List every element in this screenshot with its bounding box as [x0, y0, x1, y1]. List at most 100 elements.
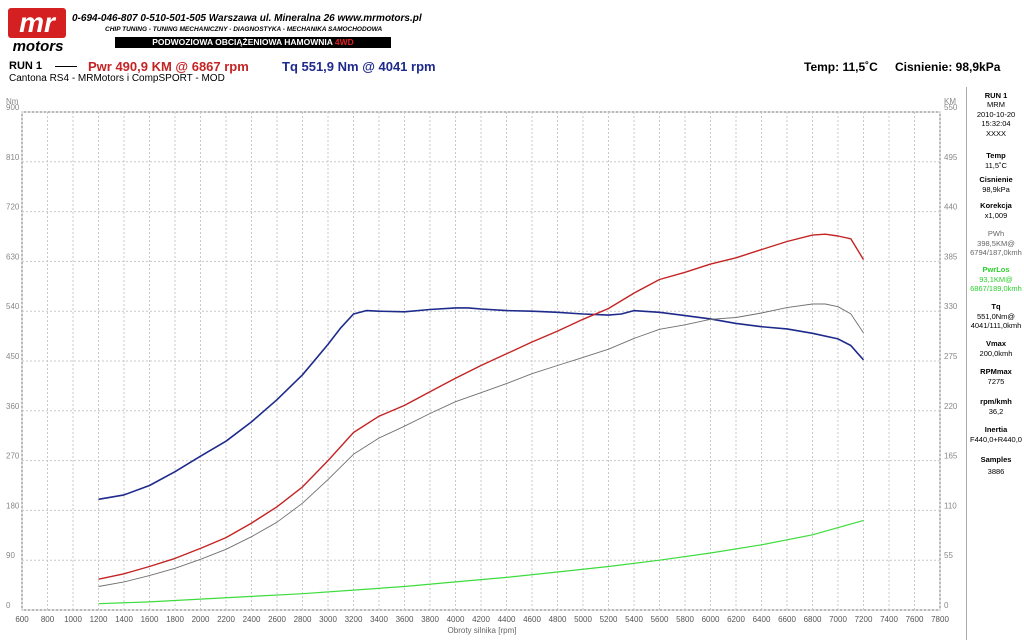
x-tick-label: 3600: [396, 615, 414, 624]
x-tick-label: 7200: [855, 615, 873, 624]
x-tick-label: 4200: [472, 615, 490, 624]
y-tick-label-left: 630: [6, 252, 20, 261]
side-samples-label: Samples: [980, 455, 1012, 464]
side-tq-value1: 551,0Nm@: [976, 312, 1016, 321]
grid: [21, 111, 941, 611]
y-tick-label-left: 810: [6, 153, 20, 162]
side-run: RUN 1: [984, 91, 1008, 100]
logo: mr motors: [8, 8, 68, 56]
side-rpmkmh-value: 36,2: [988, 407, 1004, 416]
side-press-label: Cisnienie: [979, 175, 1013, 184]
x-tick-label: 7800: [931, 615, 949, 624]
x-tick-label: 4000: [447, 615, 465, 624]
x-tick-label: 1000: [64, 615, 82, 624]
side-code: XXXX: [985, 129, 1006, 138]
x-tick-label: 6800: [804, 615, 822, 624]
power-peak-label: Pwr 490,9 KM @ 6867 rpm: [88, 59, 249, 74]
x-tick-label: 3000: [319, 615, 337, 624]
side-rpmmax-label: RPMmax: [980, 367, 1012, 376]
legend-line: [55, 66, 77, 67]
logo-motors: motors: [12, 38, 64, 55]
x-tick-label: 6400: [753, 615, 771, 624]
y-tick-label-left: 0: [6, 601, 11, 610]
x-tick-label: 1200: [90, 615, 108, 624]
x-tick-label: 2200: [217, 615, 235, 624]
y-tick-label-right: 0: [944, 601, 949, 610]
x-tick-label: 3400: [370, 615, 388, 624]
torque-peak-label: Tq 551,9 Nm @ 4041 rpm: [282, 59, 436, 74]
series: [98, 233, 865, 605]
y-tick-label-right: 55: [944, 551, 953, 560]
y-tick-label-left: 270: [6, 452, 20, 461]
side-vmax-value: 200,0kmh: [979, 349, 1013, 358]
y-tick-label-right: 275: [944, 352, 958, 361]
side-inertia-label: Inertia: [984, 425, 1008, 434]
side-vmax-label: Vmax: [985, 339, 1006, 348]
y-tick-label-left: 900: [6, 103, 20, 112]
y-tick-label-left: 360: [6, 402, 20, 411]
x-tick-label: 1400: [115, 615, 133, 624]
side-date: 2010-10-20: [976, 110, 1016, 119]
logo-mr: mr: [8, 8, 66, 38]
power-curve: [98, 233, 865, 580]
temperature-label: Temp: 11,5˚C: [804, 60, 878, 74]
contact-info: 0-694-046-807 0-510-501-505 Warszawa ul.…: [72, 13, 422, 24]
side-pwh-label: PWh: [987, 229, 1005, 238]
y-tick-label-right: 550: [944, 103, 958, 112]
x-tick-label: 3800: [421, 615, 439, 624]
y-tick-label-right: 440: [944, 203, 958, 212]
x-tick-label: 1800: [166, 615, 184, 624]
side-pwrlos-value2: 6867/189,0kmh: [970, 284, 1022, 293]
dyno-awd: 4WD: [334, 37, 354, 47]
side-pwh-value2: 6794/187,0kmh: [970, 248, 1022, 257]
x-tick-label: 600: [15, 615, 29, 624]
services-line: CHIP TUNING - TUNING MECHANICZNY - DIAGN…: [105, 26, 383, 33]
side-tq-value2: 4041/111,0kmh: [970, 321, 1022, 330]
side-samples-value: 3886: [987, 467, 1005, 476]
x-tick-label: 4400: [498, 615, 516, 624]
x-tick-label: 7400: [880, 615, 898, 624]
x-tick-label: 5400: [625, 615, 643, 624]
side-corr-label: Korekcja: [980, 201, 1012, 210]
y-tick-label-right: 220: [944, 402, 958, 411]
loss-power-curve: [98, 519, 864, 605]
y-tick-label-right: 165: [944, 452, 958, 461]
side-rpmkmh-label: rpm/kmh: [980, 397, 1012, 406]
x-tick-label: 7600: [906, 615, 924, 624]
x-tick-label: 6600: [778, 615, 796, 624]
x-tick-label: 2000: [192, 615, 210, 624]
y-tick-label-left: 90: [6, 551, 15, 560]
y-tick-label-left: 720: [6, 203, 20, 212]
side-inertia-value: F440,0+R440,0: [970, 435, 1022, 444]
x-tick-label: 4800: [549, 615, 567, 624]
y-tick-label-right: 110: [944, 501, 957, 510]
car-subtitle: Cantona RS4 - MRMotors i CompSPORT - MOD: [9, 73, 225, 84]
pressure-label: Cisnienie: 98,9kPa: [895, 60, 1001, 74]
x-tick-label: 1600: [141, 615, 159, 624]
y-axis-label-left: Nm: [6, 97, 19, 106]
info-sidebar: RUN 1 MRM 2010-10-20 15:32:04 XXXX Temp …: [966, 87, 1024, 640]
y-tick-label-right: 330: [944, 302, 958, 311]
side-pwrlos-label: PwrLos: [982, 265, 1010, 274]
y-axis-label-right: KM: [944, 97, 956, 106]
x-tick-label: 5600: [651, 615, 669, 624]
side-press-value: 98,9kPa: [982, 185, 1010, 194]
x-tick-label: 2600: [268, 615, 286, 624]
side-pwh-value1: 398,5KM@: [977, 239, 1015, 248]
x-tick-label: 800: [41, 615, 55, 624]
y-tick-label-right: 385: [944, 252, 958, 261]
x-tick-label: 7000: [829, 615, 847, 624]
side-operator: MRM: [987, 100, 1005, 109]
side-corr-value: x1,009: [984, 211, 1008, 220]
y-tick-label-left: 180: [6, 501, 20, 510]
ticks: 600 800 1000 1200 1400 1600 1800 2000 2200 2400 26…: [6, 103, 958, 624]
x-tick-label: 3200: [345, 615, 363, 624]
x-tick-label: 2400: [243, 615, 261, 624]
side-temp-label: Temp: [986, 151, 1006, 160]
side-tq-label: Tq: [991, 302, 1001, 311]
x-tick-label: 5200: [600, 615, 618, 624]
run-label: RUN 1: [9, 60, 43, 72]
x-tick-label: 5800: [676, 615, 694, 624]
x-tick-label: 4600: [523, 615, 541, 624]
